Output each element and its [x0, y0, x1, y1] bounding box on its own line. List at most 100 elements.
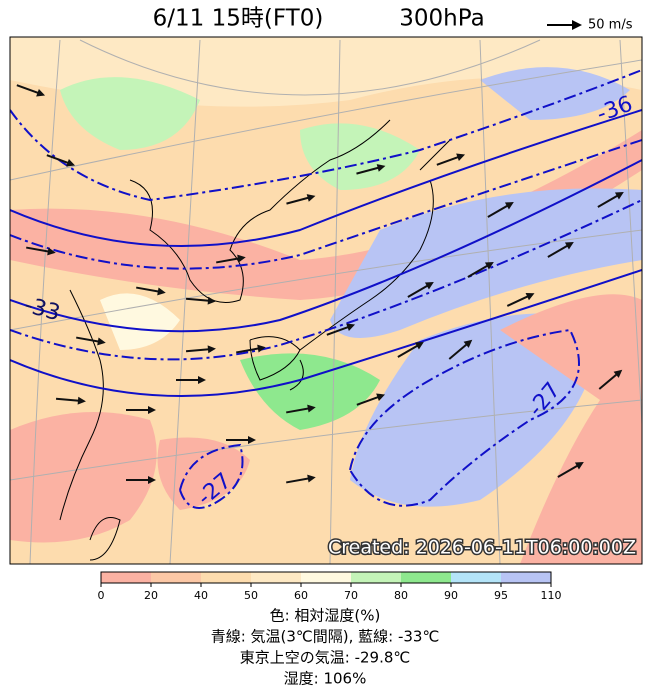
wind-arrow-shaft — [487, 203, 511, 218]
wind-arrow-head — [346, 323, 356, 332]
colorbar-frame — [100, 571, 552, 584]
wind-arrow-head — [525, 292, 535, 301]
wind-arrow — [55, 396, 86, 405]
wind-arrow-shaft — [356, 165, 382, 175]
wind-arrow-shaft — [236, 346, 262, 354]
colorbar-segment — [151, 572, 201, 583]
wind-arrow-head — [248, 436, 256, 444]
wind-arrow — [598, 369, 623, 390]
wind-arrow-shaft — [46, 154, 72, 166]
map: -36 -33 -27 -27 Created: 2026-06-11T06:0… — [10, 37, 642, 564]
wind-arrow-head — [207, 296, 216, 305]
wind-arrow-head — [148, 476, 156, 484]
wind-arrow-head — [97, 337, 106, 346]
wind-arrow — [136, 286, 166, 296]
colorbar-tick-label: 20 — [144, 589, 158, 602]
wind-arrow-shaft — [557, 463, 581, 478]
wind-arrow-head — [574, 462, 584, 470]
wind-arrow — [126, 406, 156, 414]
wind-arrow-shaft — [407, 283, 431, 298]
wind-arrow-shaft — [136, 286, 162, 294]
colorbar: 0 20 40 50 60 70 80 90 95 110 — [98, 571, 562, 602]
colorbar-segment — [201, 572, 251, 583]
wind-arrow-head — [257, 344, 266, 353]
wind-arrow-shaft — [598, 371, 620, 390]
wind-arrow — [176, 376, 206, 384]
wind-arrow-head — [614, 192, 624, 200]
caption: 青線: 気温(3℃間隔), 藍線: -33℃ — [211, 628, 440, 646]
wind-arrow-head — [66, 158, 76, 167]
wind-arrow — [448, 339, 473, 360]
wind-arrow-shaft — [356, 394, 382, 406]
wind-arrow — [467, 262, 494, 278]
wind-arrow-head — [237, 254, 246, 263]
caption: 湿度: 106% — [284, 670, 367, 688]
wind-arrow-shaft — [286, 406, 312, 414]
wind-arrow-shaft — [326, 324, 352, 336]
wind-arrow-head — [307, 474, 316, 483]
wind-arrow — [487, 202, 514, 218]
colorbar-segment — [401, 572, 451, 583]
wind-arrow-head — [564, 242, 574, 250]
colorbar-tick-label: 95 — [494, 589, 508, 602]
wind-arrow-shaft — [286, 476, 312, 484]
wind-arrow-shaft — [76, 336, 102, 344]
wind-legend-label: 50 m/s — [588, 18, 633, 33]
wind-arrow — [356, 393, 386, 406]
wind-arrow — [557, 462, 584, 478]
wind-arrow — [226, 436, 256, 444]
colorbar-segment — [101, 572, 151, 583]
wind-arrow-shaft — [185, 297, 213, 303]
wind-arrow-head — [463, 339, 473, 348]
wind-arrow-head — [198, 376, 206, 384]
wind-arrow-head — [424, 282, 434, 290]
wind-arrow — [286, 194, 316, 205]
colorbar-segment — [351, 572, 401, 583]
wind-arrow — [216, 254, 246, 264]
wind-arrow-head — [484, 262, 494, 270]
wind-arrow-shaft — [436, 154, 462, 166]
title: 6/11 15時(FT0) — [153, 6, 324, 32]
map-frame — [9, 36, 643, 565]
wind-arrow-head — [376, 393, 386, 402]
colorbar-segment — [501, 572, 551, 583]
colorbar-segment — [301, 572, 351, 583]
wind-arrow — [76, 336, 106, 346]
wind-arrow — [397, 342, 424, 358]
wind-arrow-shaft — [547, 243, 571, 258]
wind-arrow-head — [47, 247, 56, 256]
wind-arrow-shaft — [55, 397, 83, 403]
wind-arrow — [16, 84, 46, 97]
level: 300hPa — [399, 6, 484, 32]
colorbar-segment — [251, 572, 301, 583]
wind-arrow-head — [36, 88, 46, 97]
caption: 色: 相対湿度(%) — [270, 607, 381, 625]
colorbar-tick-label: 40 — [194, 589, 208, 602]
watermark: Created: 2026-06-11T06:00:00Z — [328, 537, 636, 559]
wind-arrow-head — [306, 194, 316, 202]
wind-arrow-shaft — [506, 294, 532, 307]
wind-legend: 50 m/s — [547, 18, 633, 33]
wind-arrow-shaft — [286, 195, 312, 205]
wind-arrow — [185, 345, 216, 354]
caption: 東京上空の気温: -29.8℃ — [240, 649, 410, 667]
wind-arrow — [185, 296, 216, 305]
wind-arrow-head — [207, 345, 216, 354]
wind-arrow — [326, 323, 356, 336]
wind-arrow — [597, 192, 624, 208]
wind-arrow-shaft — [185, 347, 213, 353]
wind-arrow-shaft — [467, 263, 491, 278]
wind-arrow — [26, 246, 56, 256]
wind-arrow — [407, 282, 434, 298]
wind-arrow-head — [376, 164, 386, 172]
colorbar-tick-label: 90 — [444, 589, 458, 602]
wind-arrow-shaft — [26, 246, 52, 254]
wind-arrow — [547, 242, 574, 258]
colorbar-tick-label: 110 — [541, 589, 562, 602]
wind-arrow-shaft — [397, 343, 421, 358]
wind-arrow-head — [504, 202, 514, 210]
colorbar-tick-label: 80 — [394, 589, 408, 602]
colorbar-segment — [451, 572, 501, 583]
colorbar-tick-label: 70 — [344, 589, 358, 602]
wind-arrow — [236, 344, 266, 354]
